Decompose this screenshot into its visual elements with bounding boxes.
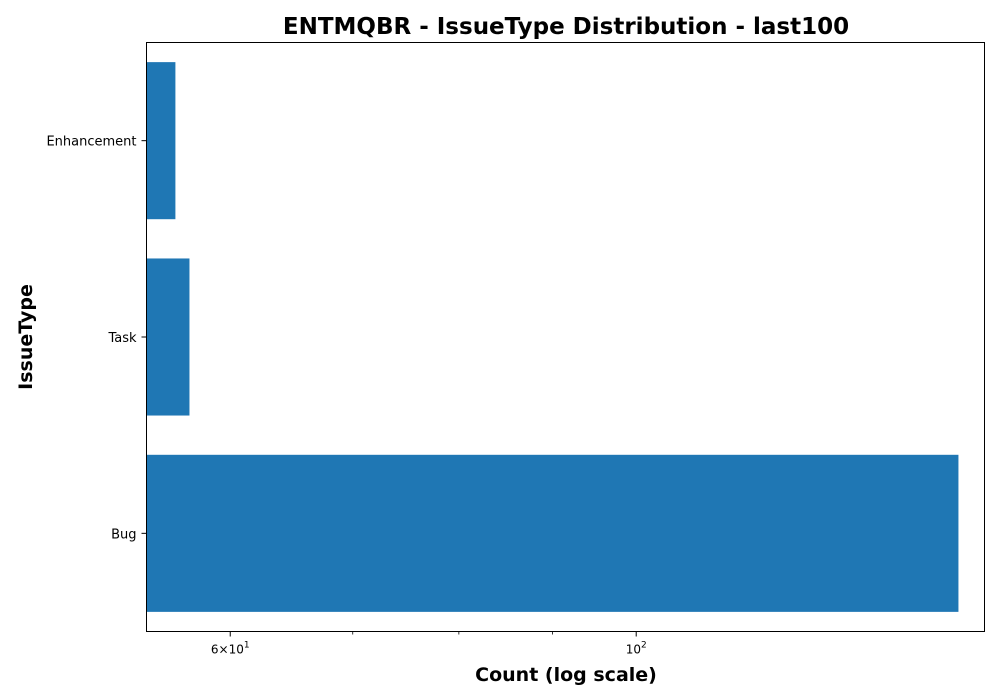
x-tick-base: 10	[229, 643, 244, 657]
x-tick-exponent: 1	[244, 641, 250, 651]
x-tick-exponent: 2	[641, 641, 647, 651]
bar-bug	[146, 454, 959, 612]
x-tick-mantissa: 6	[211, 643, 219, 657]
bar-task	[146, 258, 190, 416]
y-tick-label-task: Task	[107, 331, 137, 346]
x-tick-label: 6×101	[211, 641, 250, 657]
x-ticks-group: 6×101 102	[211, 631, 647, 657]
bar-enhancement	[146, 62, 176, 220]
y-ticks-group: Bug Task Enhancement	[46, 135, 147, 542]
x-axis-label: Count (log scale)	[475, 664, 657, 686]
x-tick-base: 10	[626, 643, 641, 657]
x-tick-label: 102	[626, 641, 647, 657]
y-tick-label-bug: Bug	[111, 527, 136, 542]
chart-title: ENTMQBR - IssueType Distribution - last1…	[283, 14, 849, 40]
y-axis-label: IssueType	[15, 284, 37, 390]
bars-group	[146, 62, 959, 612]
y-tick-label-enhancement: Enhancement	[46, 135, 136, 150]
